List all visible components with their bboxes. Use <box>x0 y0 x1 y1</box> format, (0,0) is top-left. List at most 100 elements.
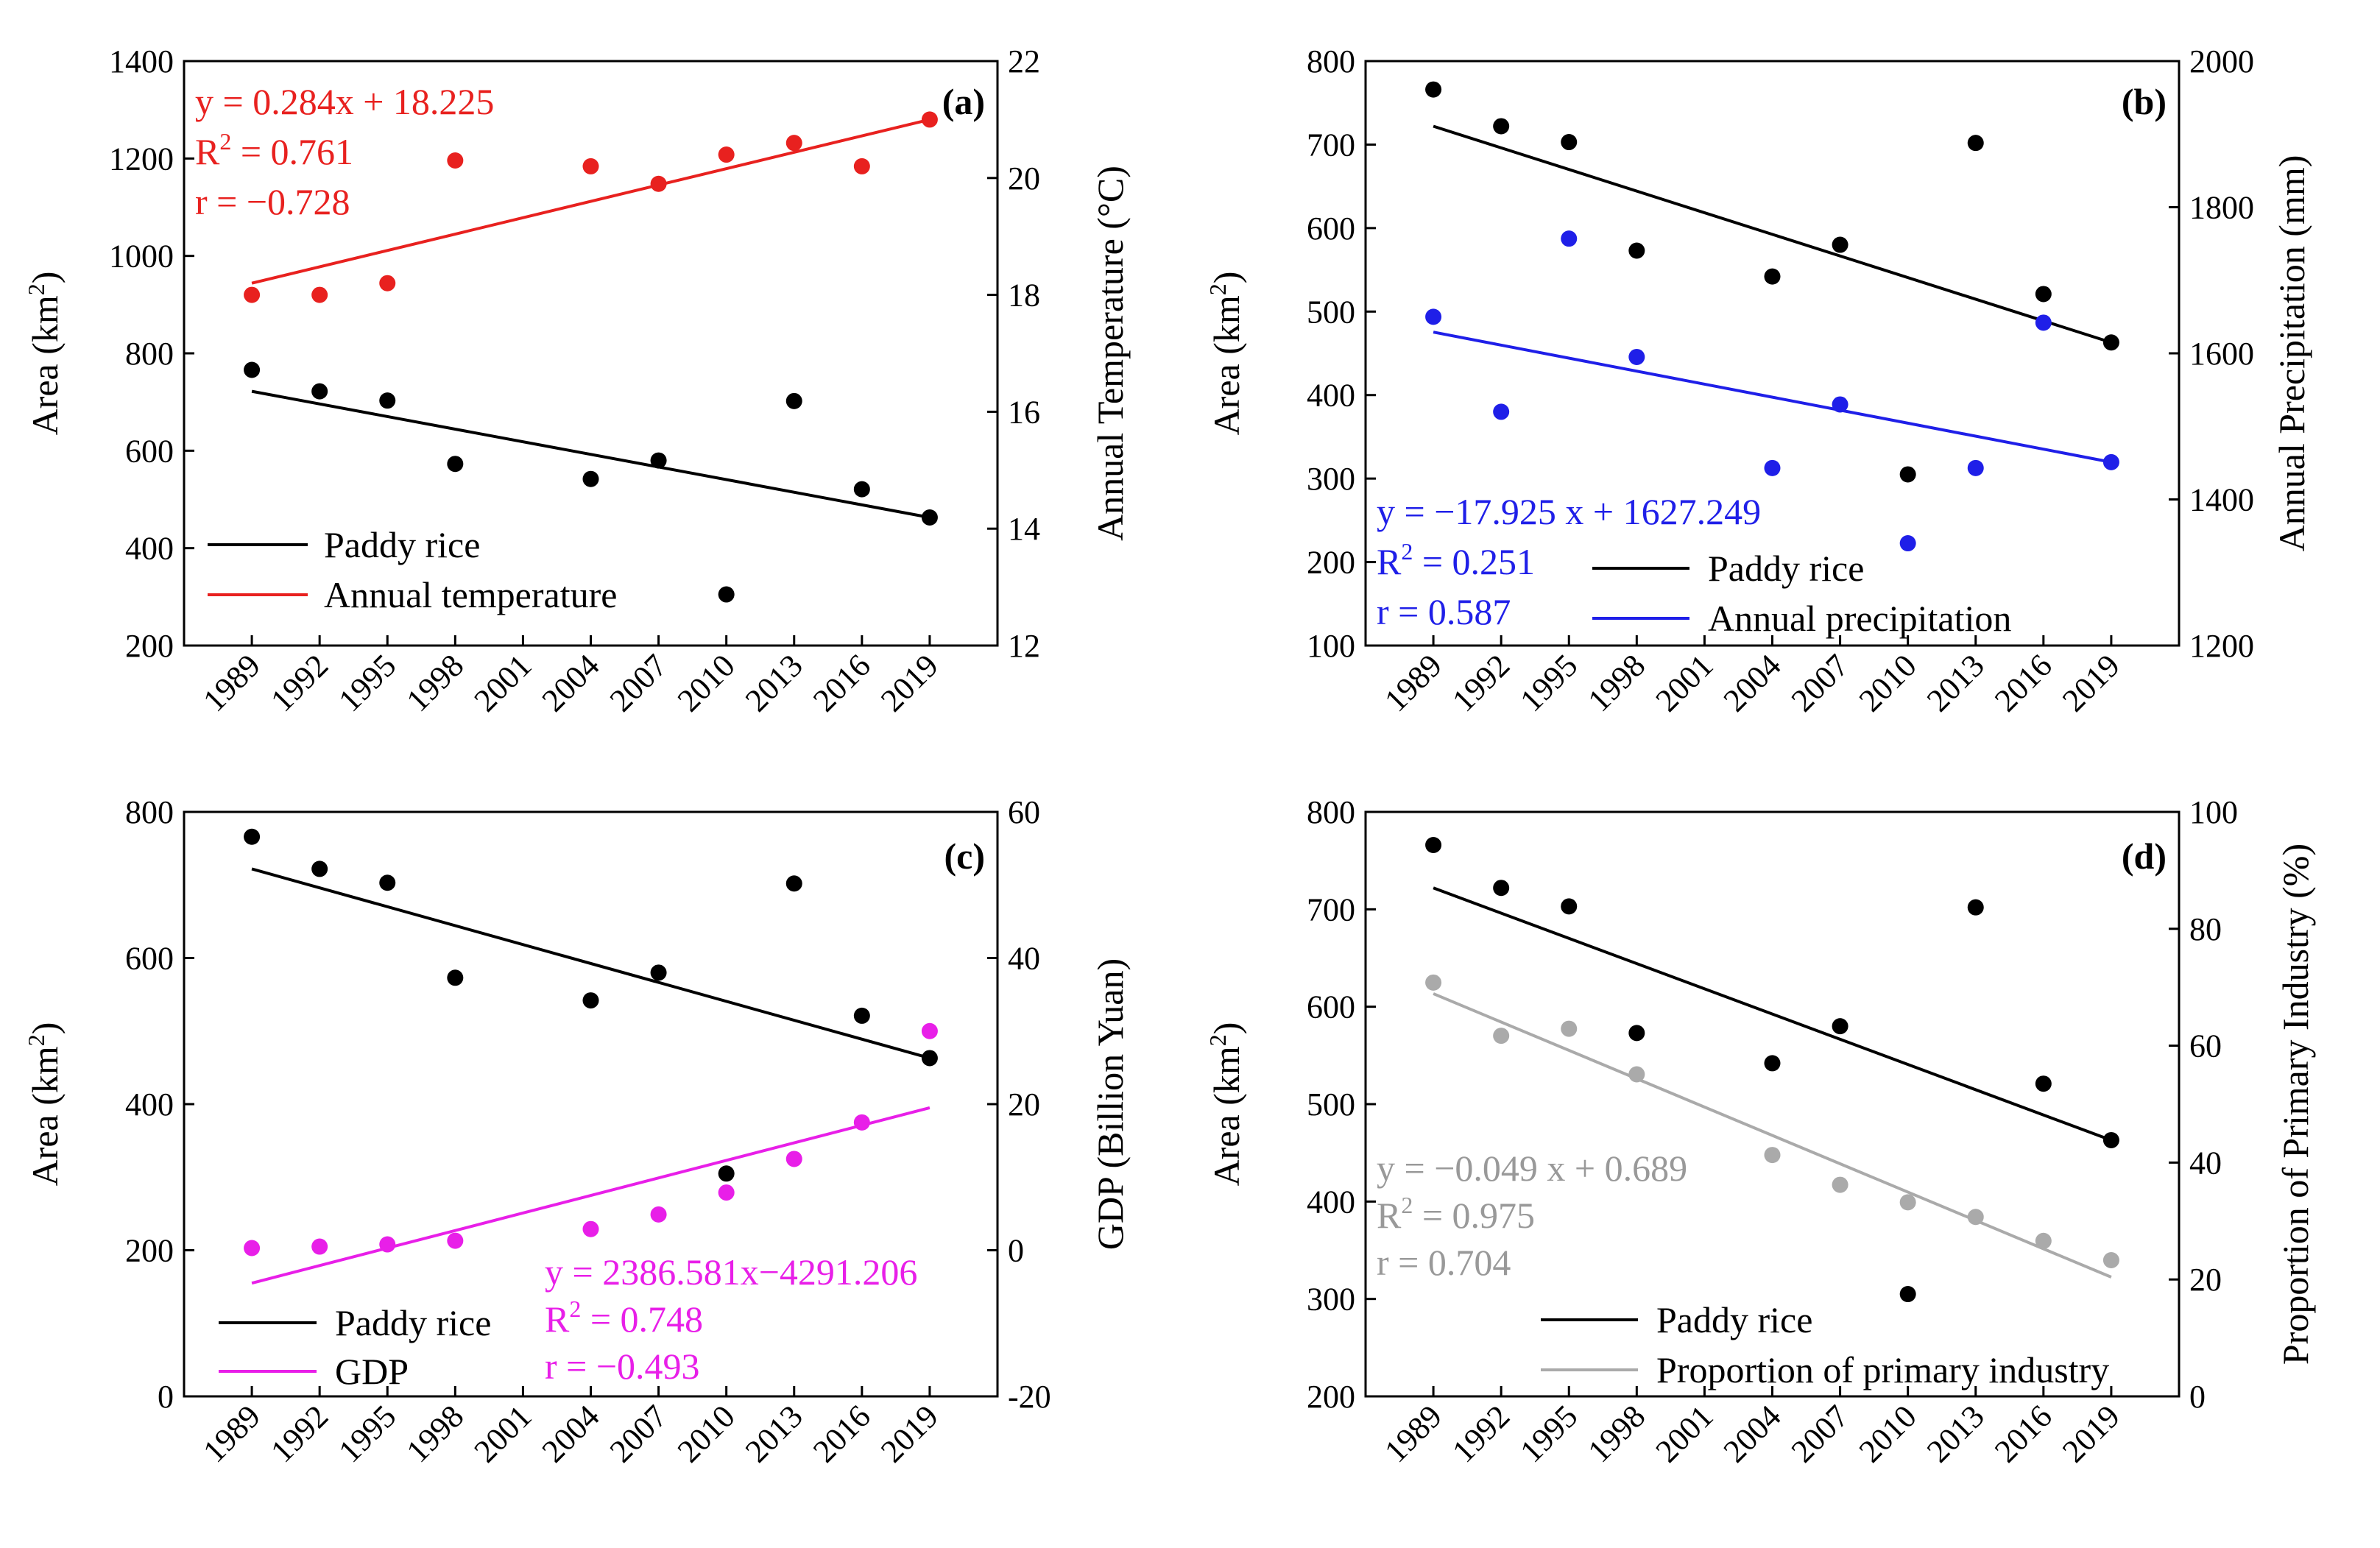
r2-sup: 2 <box>1401 1192 1413 1218</box>
y-tick-label: 300 <box>1307 1282 1355 1318</box>
data-point-secondary <box>379 1236 396 1253</box>
y2-tick-label: 0 <box>2189 1379 2206 1415</box>
chart-panel-d: 2003004005006007008000204060801001989199… <box>1204 794 2316 1469</box>
y-axis-title-sup: 2 <box>23 1034 49 1046</box>
y-axis-title-text: Area (km <box>24 295 66 435</box>
data-point-secondary <box>650 175 667 192</box>
data-point-secondary <box>1425 974 1442 991</box>
correlation-r: r = 0.587 <box>1377 591 1511 632</box>
y2-tick-label: 14 <box>1008 511 1040 547</box>
data-point-paddy-rice <box>1493 118 1510 135</box>
data-point-paddy-rice <box>1628 242 1645 259</box>
panel-label: (d) <box>2122 835 2167 877</box>
data-point-paddy-rice <box>650 964 667 981</box>
fit-line-paddy-rice <box>1433 886 2112 1142</box>
y2-tick-label: 1400 <box>2189 482 2254 518</box>
y2-tick-label: 40 <box>2189 1145 2222 1181</box>
y2-tick-label: 1600 <box>2189 336 2254 372</box>
y2-tick-label: 40 <box>1008 941 1040 977</box>
data-point-secondary <box>921 1022 938 1039</box>
y-axis-title: Area (km2) <box>23 1022 66 1187</box>
x-tick-label: 2019 <box>2055 647 2127 718</box>
x-tick-label: 2007 <box>603 1398 674 1469</box>
y-axis-title-sup: 2 <box>23 283 49 295</box>
fit-line-paddy-rice <box>251 867 931 1060</box>
data-point-secondary <box>447 1232 464 1249</box>
x-tick-label: 2004 <box>1717 647 1788 718</box>
y2-tick-label: 1200 <box>2189 628 2254 664</box>
data-point-paddy-rice <box>1561 898 1578 915</box>
x-tick-label: 2001 <box>467 1398 539 1469</box>
data-point-paddy-rice <box>582 992 599 1009</box>
fit-line-secondary <box>251 1106 931 1285</box>
x-tick-label: 2010 <box>671 647 742 718</box>
y2-tick-label: 20 <box>1008 1086 1040 1123</box>
data-point-paddy-rice <box>1425 836 1442 853</box>
data-point-paddy-rice <box>244 361 261 378</box>
x-tick-label: 2019 <box>874 1398 945 1469</box>
y-tick-label: 100 <box>1307 628 1355 664</box>
data-point-secondary <box>650 1206 667 1223</box>
fit-line-secondary <box>251 118 931 285</box>
r2-sup: 2 <box>1401 538 1413 565</box>
data-point-paddy-rice <box>311 383 328 400</box>
legend-label: Paddy rice <box>1708 548 1864 589</box>
fit-line-paddy-rice <box>1433 124 2112 344</box>
y-tick-label: 1200 <box>109 141 174 177</box>
y-tick-label: 0 <box>158 1379 174 1415</box>
data-point-paddy-rice <box>582 470 599 487</box>
data-point-paddy-rice <box>2035 1075 2052 1092</box>
data-point-secondary <box>1628 348 1645 365</box>
r2-rest: = 0.251 <box>1413 541 1535 582</box>
x-tick-label: 2016 <box>1988 647 2059 718</box>
data-point-secondary <box>311 1238 328 1255</box>
y-axis-title-end: ) <box>24 272 66 284</box>
r2-sup: 2 <box>569 1296 581 1322</box>
data-point-secondary <box>1764 1147 1781 1164</box>
data-point-paddy-rice <box>853 1007 870 1024</box>
x-tick-label: 1998 <box>1581 1398 1653 1469</box>
r2-rest: = 0.748 <box>581 1298 703 1340</box>
data-point-secondary <box>1967 1209 1984 1226</box>
data-point-secondary <box>1832 396 1848 413</box>
correlation-r: r = −0.728 <box>195 181 350 222</box>
data-point-secondary <box>1628 1066 1645 1083</box>
data-point-secondary <box>2102 1251 2119 1268</box>
legend-label: GDP <box>335 1351 409 1392</box>
data-point-paddy-rice <box>853 481 870 498</box>
data-point-secondary <box>1899 535 1916 552</box>
x-tick-label: 2010 <box>671 1398 742 1469</box>
data-point-paddy-rice <box>447 456 464 473</box>
y2-tick-label: 20 <box>2189 1262 2222 1298</box>
y-tick-label: 600 <box>125 433 174 469</box>
data-point-secondary <box>244 286 261 303</box>
x-tick-label: 2001 <box>1649 647 1720 718</box>
x-tick-label: 1989 <box>1377 1398 1449 1469</box>
regression-equation: y = 2386.581x−4291.206 <box>545 1251 917 1293</box>
data-point-secondary <box>1561 230 1578 247</box>
data-point-secondary <box>718 1184 735 1201</box>
data-point-secondary <box>785 135 802 152</box>
x-tick-label: 1992 <box>264 1398 335 1469</box>
y2-tick-label: 60 <box>2189 1028 2222 1064</box>
r2-main: R <box>545 1298 570 1340</box>
x-tick-label: 2019 <box>2055 1398 2127 1469</box>
x-tick-label: 2016 <box>1988 1398 2059 1469</box>
data-point-secondary <box>1561 1020 1578 1037</box>
data-point-paddy-rice <box>718 1165 735 1182</box>
data-point-paddy-rice <box>2102 334 2119 351</box>
y-tick-label: 400 <box>1307 378 1355 414</box>
x-tick-label: 2004 <box>535 647 607 718</box>
y2-axis-title: Annual Precipitation (mm) <box>2271 155 2312 552</box>
legend-label: Paddy rice <box>1656 1299 1812 1340</box>
y-tick-label: 500 <box>1307 1086 1355 1123</box>
fit-line-paddy-rice <box>251 389 931 519</box>
data-point-paddy-rice <box>1967 135 1984 152</box>
regression-r2: R2 = 0.761 <box>195 128 353 172</box>
data-point-secondary <box>785 1151 802 1167</box>
y-axis-title-text: Area (km <box>1206 295 1247 435</box>
y-tick-label: 1400 <box>109 43 174 79</box>
x-tick-label: 1989 <box>1377 647 1449 718</box>
y2-axis-title: GDP (Billion Yuan) <box>1090 958 1131 1250</box>
